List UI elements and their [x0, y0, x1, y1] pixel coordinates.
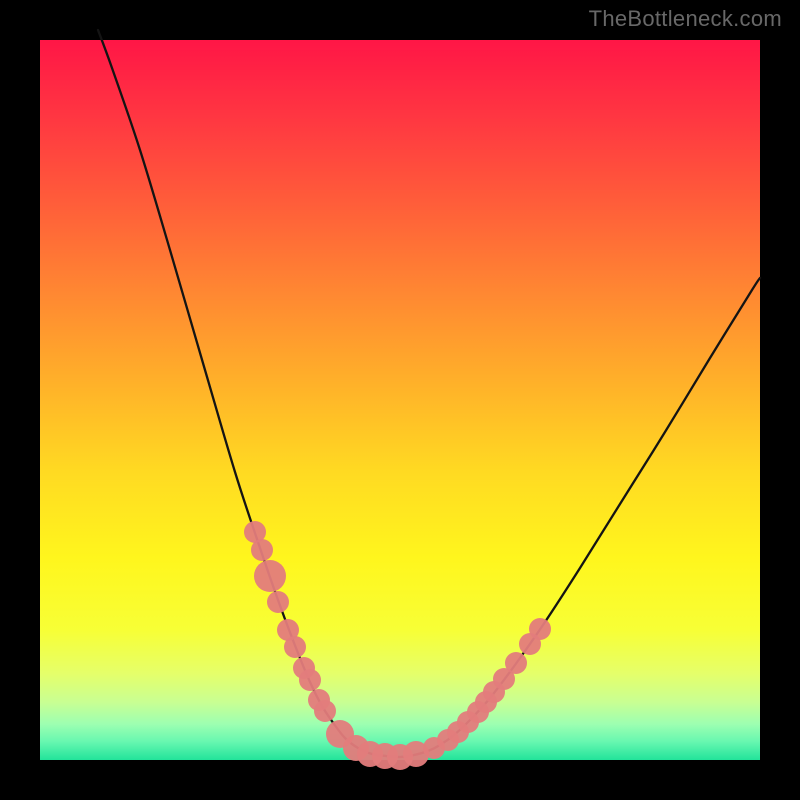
curve-marker [251, 539, 273, 561]
plot-area [40, 40, 760, 760]
chart-curve-layer [40, 40, 760, 760]
curve-markers [244, 521, 551, 770]
curve-marker [505, 652, 527, 674]
curve-marker [284, 636, 306, 658]
watermark-text: TheBottleneck.com [589, 6, 782, 32]
curve-marker [529, 618, 551, 640]
curve-marker [254, 560, 286, 592]
curve-marker [314, 700, 336, 722]
curve-marker [267, 591, 289, 613]
curve-marker [299, 669, 321, 691]
bottleneck-curve [98, 30, 760, 757]
